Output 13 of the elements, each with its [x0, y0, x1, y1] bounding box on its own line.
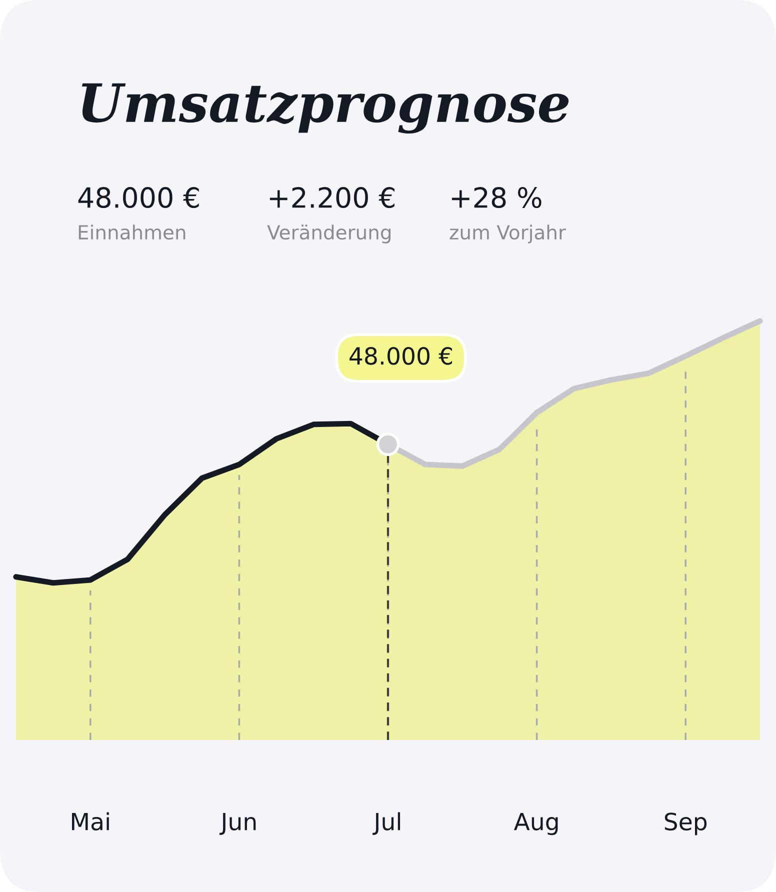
x-tick-label: Jun [220, 812, 256, 835]
x-tick-label: Jul [372, 812, 400, 835]
x-tick-label: Aug [514, 812, 558, 836]
text: 48.000 € [78, 187, 199, 208]
text: zum Vorjahr [450, 224, 566, 244]
x-tick-label: Mai [72, 812, 109, 830]
annotation: 48.000 € [350, 346, 452, 365]
text: +28 % [452, 187, 542, 208]
x-tick-label: Sep [664, 812, 707, 836]
chart-title: Umsatzprognose [82, 83, 569, 134]
text: Einnahmen [78, 224, 186, 240]
text: +2.200 € [270, 187, 394, 208]
text: Veränderung [267, 224, 391, 244]
